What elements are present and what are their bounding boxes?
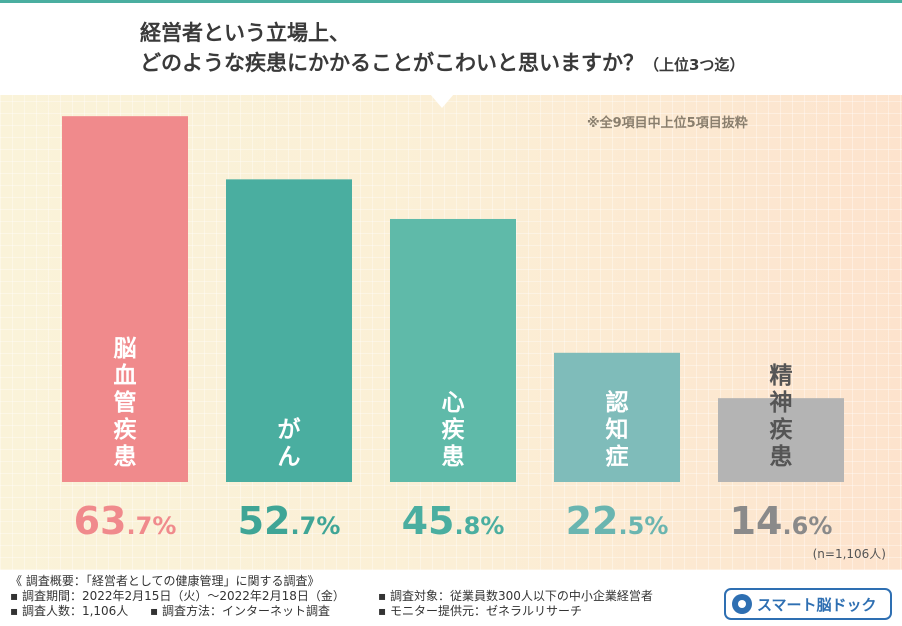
- footer-heading: 《 調査概要：「経営者としての健康管理」に関する調査》: [10, 574, 320, 588]
- value-label-3: 22.5%: [566, 499, 669, 543]
- title-line1: 経営者という立場上、: [140, 21, 350, 45]
- footer-count: ▪ 調査人数：1,106人: [10, 604, 129, 618]
- sample-size-note: (n=1,106人): [813, 547, 886, 561]
- category-label-2: 心疾患: [442, 390, 465, 470]
- bar-1: [226, 179, 352, 482]
- bubble-tail: [430, 94, 454, 108]
- bar-0: [62, 116, 188, 483]
- footer-row-2: ▪ 調査人数：1,106人 ▪ 調査方法：インターネット調査 ▪ モニター提供元：ゼ…: [10, 604, 653, 619]
- value-label-2: 45.8%: [402, 499, 505, 543]
- footer-method: ▪ 調査方法：インターネット調査: [150, 604, 330, 618]
- survey-footer: 《 調査概要：「経営者としての健康管理」に関する調査》 ▪ 調査期間：2022年…: [10, 574, 653, 619]
- smart-brain-dock-logo: スマート脳ドック: [724, 588, 892, 620]
- location-pin-icon: [732, 594, 752, 614]
- footer-row-1: ▪ 調査期間：2022年2月15日（火）～2022年2月18日（金） ▪ 調査対象…: [10, 589, 653, 604]
- category-label-1: がん: [278, 416, 301, 470]
- value-label-1: 52.7%: [238, 499, 341, 543]
- value-label-4: 14.6%: [730, 499, 833, 543]
- footer-period: ▪ 調査期間：2022年2月15日（火）～2022年2月18日（金）: [10, 589, 345, 603]
- bar-2: [390, 218, 516, 482]
- value-label-0: 63.7%: [74, 499, 177, 543]
- question-bubble: [0, 3, 902, 95]
- footer-target: ▪ 調査対象：従業員数300人以下の中小企業経営者: [378, 589, 653, 603]
- bar-3: [554, 352, 680, 482]
- category-label-4: 精神疾患: [770, 363, 793, 470]
- logo-text: スマート脳ドック: [757, 595, 877, 614]
- bar-chart: 脳血管疾患 63.7% がん 52.7% 心疾患 45.8% 認知症 22.5% 精神疾患 14.…: [62, 116, 886, 561]
- top-rule: [0, 0, 902, 3]
- title-line2-main: どのような疾患にかかることがこわいと思いますか？: [140, 51, 644, 75]
- chart-title: 経営者という立場上、 どのような疾患にかかることがこわいと思いますか？（上位3つ…: [140, 18, 744, 80]
- bar-4: [718, 398, 844, 482]
- footer-provider: ▪ モニター提供元：ゼネラルリサーチ: [378, 604, 582, 618]
- extract-note: ※全9項目中上位5項目抜粋: [587, 116, 748, 131]
- category-label-0: 脳血管疾患: [114, 336, 137, 470]
- category-label-3: 認知症: [606, 389, 629, 470]
- title-line2: どのような疾患にかかることがこわいと思いますか？（上位3つ迄）: [140, 48, 744, 80]
- title-line2-suffix: （上位3つ迄）: [644, 56, 745, 74]
